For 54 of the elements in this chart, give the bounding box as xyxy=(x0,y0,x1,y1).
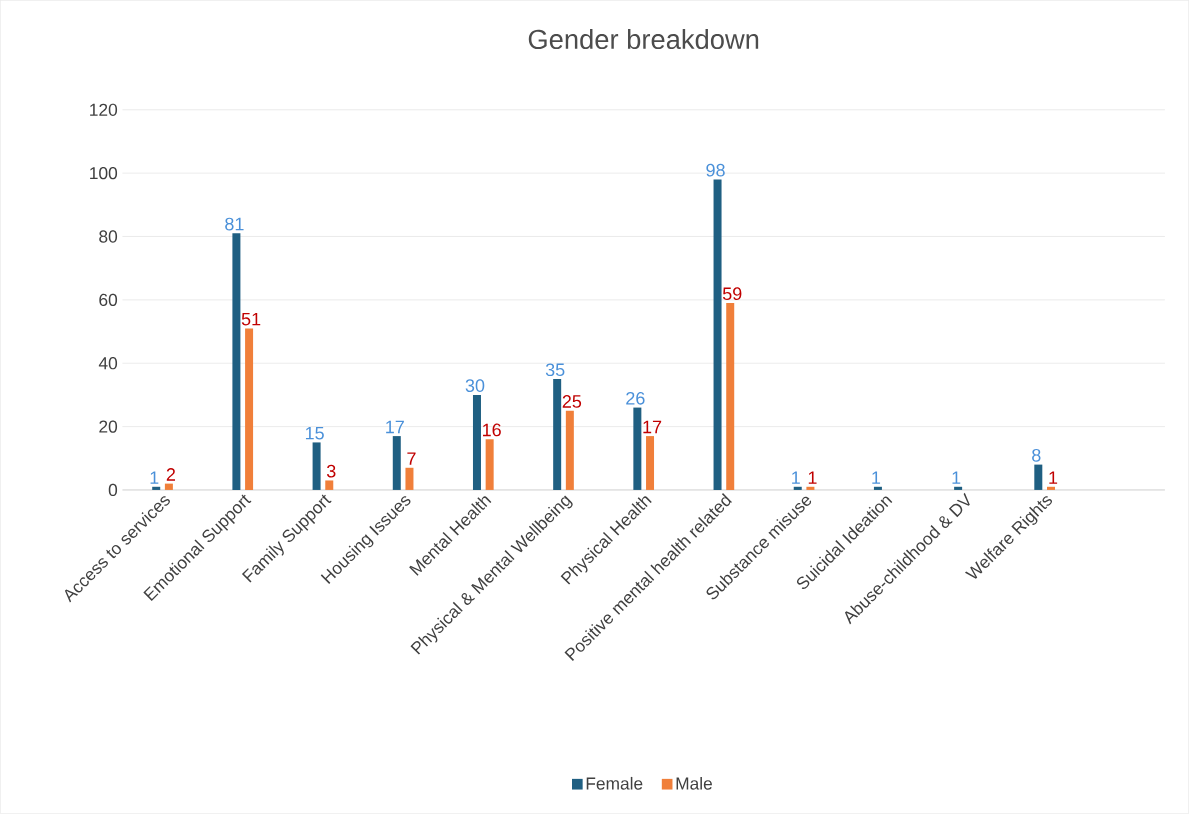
data-label: 15 xyxy=(305,427,324,440)
bar xyxy=(232,233,241,491)
bar xyxy=(392,436,401,491)
y-tick-label: 0 xyxy=(108,483,118,497)
bar xyxy=(726,303,735,491)
bar xyxy=(472,394,481,491)
data-label: 1 xyxy=(808,471,817,484)
bar xyxy=(405,467,414,491)
bar xyxy=(806,486,815,491)
data-label: 7 xyxy=(407,452,416,465)
data-label: 51 xyxy=(241,312,261,326)
data-label: 3 xyxy=(326,464,336,478)
bar xyxy=(713,179,722,491)
data-label: 30 xyxy=(465,379,485,393)
data-label: 59 xyxy=(722,287,742,301)
bar xyxy=(553,379,562,491)
data-label: 1 xyxy=(150,471,159,484)
data-label: 8 xyxy=(1032,449,1041,462)
bar xyxy=(793,486,802,491)
bar xyxy=(633,407,642,491)
bar xyxy=(873,486,882,491)
y-tick-label: 100 xyxy=(90,167,118,180)
bar xyxy=(245,328,254,491)
bar xyxy=(312,442,321,491)
bar xyxy=(164,483,173,491)
data-label: 26 xyxy=(626,391,645,405)
data-label: 1 xyxy=(1049,471,1058,484)
bar xyxy=(1034,464,1043,491)
bar xyxy=(646,436,655,491)
bar xyxy=(152,486,161,491)
y-tick-label: 40 xyxy=(98,357,118,370)
data-label: 98 xyxy=(706,163,725,177)
y-tick-label: 60 xyxy=(99,293,118,307)
data-label: 17 xyxy=(386,420,404,434)
legend-label: Male xyxy=(676,776,712,790)
legend-label: Female xyxy=(586,776,643,790)
bar xyxy=(1046,486,1055,491)
data-label: 81 xyxy=(225,217,244,231)
y-tick-label: 120 xyxy=(90,103,118,116)
bar xyxy=(485,439,494,491)
data-label: 2 xyxy=(166,468,175,481)
data-label: 25 xyxy=(562,395,582,408)
y-tick-label: 80 xyxy=(99,230,118,243)
data-label: 16 xyxy=(483,423,501,437)
data-label: 17 xyxy=(643,420,662,434)
bar xyxy=(565,410,574,491)
data-label: 1 xyxy=(952,471,961,484)
chart-title: Gender breakdown xyxy=(528,29,759,50)
bar xyxy=(954,486,963,491)
data-label: 1 xyxy=(872,471,881,484)
data-label: 1 xyxy=(792,471,800,484)
data-label: 35 xyxy=(545,363,565,377)
y-tick-label: 20 xyxy=(99,420,118,433)
bar xyxy=(325,480,334,491)
